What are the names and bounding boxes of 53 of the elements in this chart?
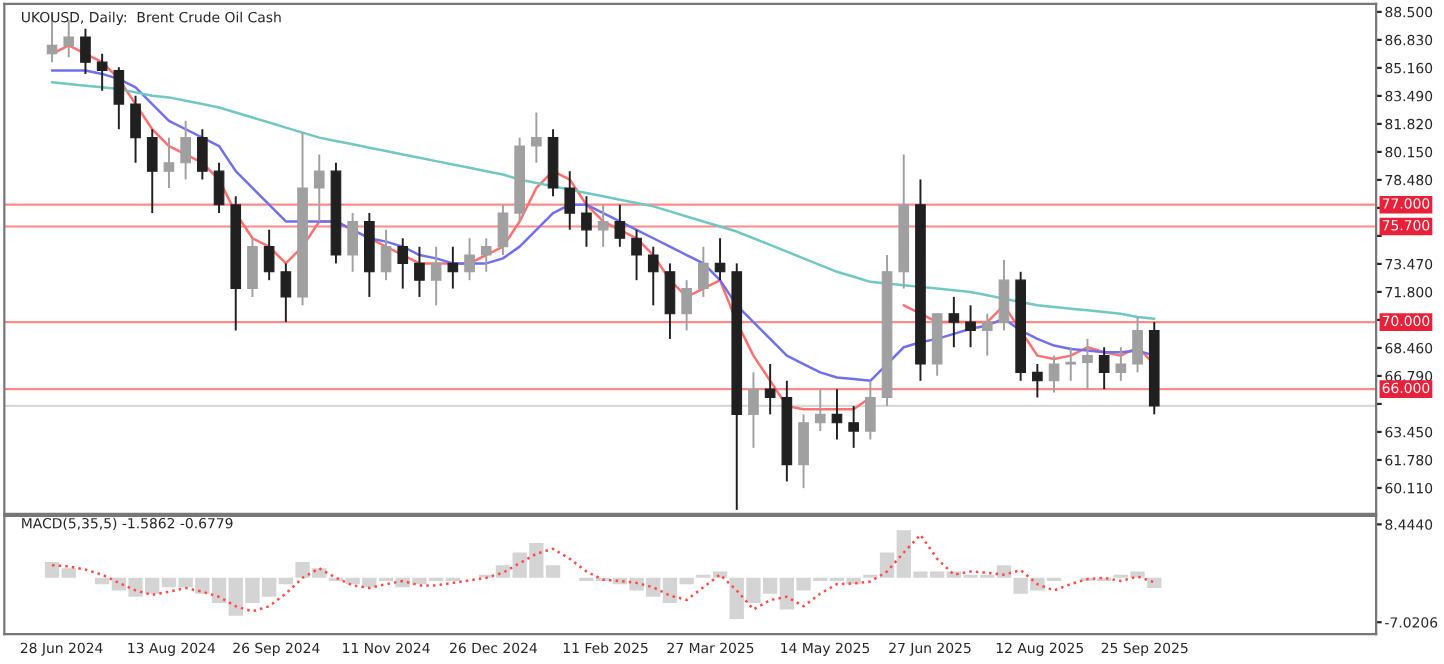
candlestick xyxy=(764,363,776,416)
candlestick xyxy=(280,262,292,324)
candlestick xyxy=(130,94,141,164)
candlestick xyxy=(798,413,809,490)
candlestick xyxy=(464,237,475,282)
candlestick xyxy=(380,228,392,282)
candlestick xyxy=(497,203,509,256)
candlestick xyxy=(397,237,409,290)
candlestick xyxy=(163,136,175,189)
candlestick xyxy=(1065,346,1077,382)
candlestick xyxy=(714,237,726,282)
candlestick xyxy=(614,203,626,248)
candlestick xyxy=(447,245,459,290)
candlestick xyxy=(247,237,258,298)
candlestick xyxy=(146,128,158,215)
candlestick xyxy=(347,212,358,273)
candlestick xyxy=(1132,316,1143,374)
candlestick xyxy=(848,404,859,449)
candlestick xyxy=(313,153,325,223)
bar xyxy=(1147,577,1162,588)
candlestick xyxy=(664,262,676,340)
candlestick xyxy=(681,279,692,332)
candlestick xyxy=(647,245,659,307)
candlestick xyxy=(981,312,993,357)
candlestick xyxy=(1115,346,1127,382)
candlestick xyxy=(531,111,542,164)
line-series xyxy=(50,533,1156,613)
candlestick xyxy=(814,388,826,433)
candlestick xyxy=(180,119,191,181)
candlestick xyxy=(865,379,876,441)
candlestick xyxy=(698,245,709,298)
candlestick xyxy=(197,128,208,181)
candlestick xyxy=(597,203,609,248)
candlestick xyxy=(213,161,225,215)
candlestick xyxy=(96,52,108,92)
candlestick xyxy=(480,237,492,273)
candlestick xyxy=(631,228,642,282)
candlestick xyxy=(948,295,960,349)
candlestick xyxy=(1082,337,1093,391)
candlestick xyxy=(263,228,275,282)
candlestick xyxy=(414,245,425,298)
candlestick xyxy=(998,259,1010,332)
candlestick xyxy=(748,371,759,449)
candlestick xyxy=(1098,346,1110,391)
candlestick xyxy=(965,304,976,349)
candlestick xyxy=(113,66,125,131)
candlestick xyxy=(80,27,91,75)
candlestick xyxy=(831,388,843,441)
candlestick xyxy=(430,245,442,307)
candlestick xyxy=(1048,354,1060,394)
candlestick xyxy=(564,170,576,231)
candlestick xyxy=(1032,363,1043,399)
candlestick xyxy=(581,195,592,248)
